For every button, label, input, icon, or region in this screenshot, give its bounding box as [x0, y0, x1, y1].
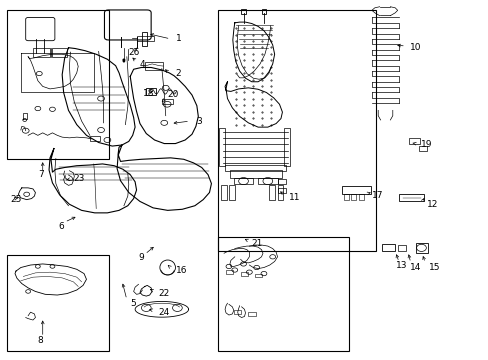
- Text: 11: 11: [288, 193, 300, 202]
- Bar: [228, 185, 234, 200]
- Text: 2: 2: [175, 69, 181, 78]
- Bar: [7, 255, 109, 351]
- Text: 10: 10: [409, 42, 421, 51]
- Text: 5: 5: [130, 299, 136, 308]
- Bar: [351, 194, 356, 200]
- Bar: [277, 179, 286, 184]
- Text: 24: 24: [158, 309, 169, 318]
- Bar: [229, 170, 282, 178]
- Text: 7: 7: [38, 170, 43, 179]
- Bar: [268, 185, 274, 200]
- Text: 9: 9: [138, 253, 144, 262]
- Bar: [248, 312, 255, 316]
- Bar: [408, 138, 419, 144]
- Bar: [217, 10, 375, 251]
- Bar: [219, 128, 224, 166]
- Bar: [7, 10, 109, 158]
- Text: 4: 4: [140, 60, 145, 69]
- Bar: [258, 178, 277, 184]
- Bar: [358, 194, 363, 200]
- Bar: [142, 32, 147, 46]
- Text: 19: 19: [420, 140, 431, 149]
- Bar: [277, 185, 283, 200]
- Bar: [33, 48, 50, 57]
- Text: 3: 3: [196, 117, 201, 126]
- Text: 6: 6: [59, 222, 64, 231]
- Text: 23: 23: [73, 174, 84, 183]
- Bar: [225, 270, 233, 274]
- Text: 13: 13: [395, 261, 407, 270]
- Text: 20: 20: [167, 90, 179, 99]
- Bar: [415, 243, 427, 253]
- Bar: [418, 147, 427, 152]
- Text: 16: 16: [175, 266, 186, 275]
- Bar: [381, 244, 394, 251]
- Bar: [397, 245, 406, 251]
- Bar: [52, 48, 66, 57]
- Bar: [284, 128, 289, 166]
- Bar: [398, 194, 424, 202]
- Text: 14: 14: [409, 263, 420, 272]
- Text: 1: 1: [175, 35, 181, 44]
- Text: 22: 22: [158, 289, 169, 298]
- Bar: [144, 62, 163, 70]
- FancyArrow shape: [123, 59, 124, 62]
- Bar: [221, 185, 226, 200]
- Text: 26: 26: [128, 48, 140, 57]
- Bar: [233, 178, 253, 184]
- Text: 17: 17: [371, 190, 383, 199]
- Text: 8: 8: [38, 336, 43, 345]
- Text: 25: 25: [10, 195, 21, 204]
- Text: 15: 15: [428, 263, 440, 272]
- Text: 12: 12: [426, 200, 437, 209]
- Bar: [90, 136, 100, 141]
- Bar: [277, 188, 286, 193]
- Bar: [261, 9, 266, 14]
- Bar: [241, 9, 245, 14]
- Text: 21: 21: [251, 239, 263, 248]
- Bar: [233, 310, 241, 314]
- Bar: [240, 272, 247, 276]
- Bar: [162, 99, 172, 104]
- Bar: [136, 36, 153, 41]
- Bar: [341, 186, 370, 194]
- Bar: [255, 274, 262, 277]
- Bar: [217, 237, 348, 351]
- Bar: [344, 194, 348, 200]
- Bar: [224, 165, 285, 171]
- Bar: [146, 88, 156, 95]
- Text: 18: 18: [143, 89, 155, 98]
